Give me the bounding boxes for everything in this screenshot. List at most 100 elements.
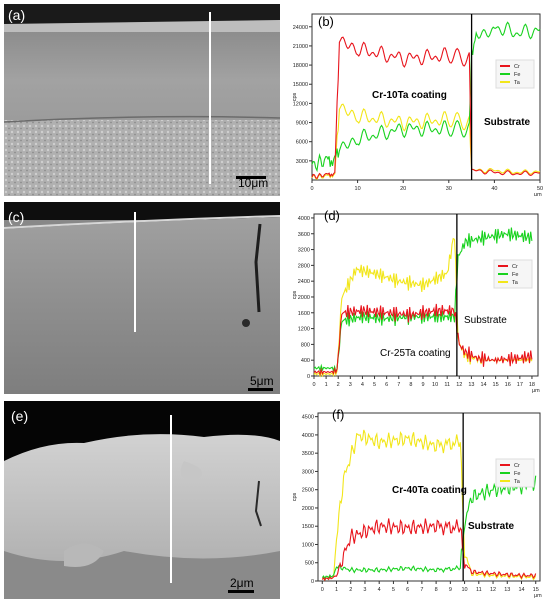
x-tick-label: 8 bbox=[409, 382, 412, 388]
y-tick-label: 800 bbox=[301, 342, 310, 348]
x-tick-label: 6 bbox=[385, 382, 388, 388]
x-tick-label: 10 bbox=[462, 587, 468, 593]
series-ta bbox=[311, 103, 541, 180]
y-axis-label: cps bbox=[292, 290, 298, 299]
x-tick-label: 14 bbox=[518, 587, 524, 593]
x-tick-label: 5 bbox=[392, 587, 395, 593]
legend-label-ta: Ta bbox=[512, 280, 519, 286]
y-tick-label: 2500 bbox=[302, 488, 314, 494]
coating-label-d: Cr-25Ta coating bbox=[380, 348, 451, 359]
x-axis-unit: μm bbox=[534, 593, 542, 599]
chart-f: 0 1 2 3 4 5 6 7 8 9 10 11 12 13 14 15050010001500200025… bbox=[292, 412, 542, 599]
panel-label-f: (f) bbox=[332, 407, 345, 422]
series-cr bbox=[313, 303, 533, 376]
legend-label-fe: Fe bbox=[514, 471, 520, 477]
x-tick-label: 1 bbox=[335, 587, 338, 593]
y-tick-label: 21000 bbox=[293, 44, 308, 50]
series-fe bbox=[311, 21, 541, 173]
x-tick-label: 12 bbox=[490, 587, 496, 593]
x-tick-label: 17 bbox=[517, 382, 523, 388]
y-tick-label: 3000 bbox=[302, 469, 314, 475]
y-tick-label: 0 bbox=[307, 374, 310, 380]
sem-micrograph-c bbox=[4, 202, 280, 394]
panel-a-sem-image: (a) 10μm bbox=[4, 4, 280, 196]
profile-line bbox=[170, 415, 172, 583]
sem-micrograph-a bbox=[4, 4, 280, 196]
x-tick-label: 4 bbox=[378, 587, 381, 593]
y-tick-label: 1600 bbox=[298, 311, 310, 317]
y-tick-label: 0 bbox=[311, 579, 314, 585]
y-tick-label: 2400 bbox=[298, 279, 310, 285]
legend-label-fe: Fe bbox=[512, 272, 518, 278]
x-tick-label: 0 bbox=[310, 186, 313, 192]
y-axis-label: cps bbox=[292, 492, 298, 501]
plot-frame bbox=[317, 412, 541, 582]
x-tick-label: 0 bbox=[321, 587, 324, 593]
x-tick-label: 40 bbox=[491, 186, 497, 192]
x-tick-label: 13 bbox=[504, 587, 510, 593]
coating-label-b: Cr-10Ta coating bbox=[372, 90, 447, 101]
substrate-label-b: Substrate bbox=[484, 117, 531, 128]
y-tick-label: 400 bbox=[301, 358, 310, 364]
x-tick-label: 7 bbox=[397, 382, 400, 388]
x-tick-label: 0 bbox=[312, 382, 315, 388]
y-tick-label: 3200 bbox=[298, 248, 310, 254]
panel-c-sem-image: (c) 5μm bbox=[4, 202, 280, 394]
x-tick-label: 11 bbox=[444, 382, 450, 388]
x-tick-label: 2 bbox=[337, 382, 340, 388]
scale-bar-c bbox=[248, 388, 273, 391]
y-tick-label: 4000 bbox=[298, 216, 310, 222]
legend-label-fe: Fe bbox=[514, 72, 520, 78]
panel-label-c: (c) bbox=[8, 209, 25, 225]
x-tick-label: 18 bbox=[529, 382, 535, 388]
series-cr bbox=[321, 518, 537, 582]
x-tick-label: 5 bbox=[373, 382, 376, 388]
x-tick-label: 2 bbox=[349, 587, 352, 593]
x-tick-label: 8 bbox=[435, 587, 438, 593]
scale-bar-label-a: 10μm bbox=[238, 176, 269, 190]
legend-label-cr: Cr bbox=[512, 264, 518, 270]
substrate-label-f: Substrate bbox=[468, 521, 515, 532]
x-tick-label: 6 bbox=[406, 587, 409, 593]
scale-bar-a bbox=[236, 176, 266, 179]
y-tick-label: 15000 bbox=[293, 82, 308, 88]
y-tick-label: 12000 bbox=[293, 101, 308, 107]
x-tick-label: 13 bbox=[468, 382, 474, 388]
panel-e-sem-image: (e) 2μm bbox=[4, 401, 280, 599]
x-tick-label: 3 bbox=[349, 382, 352, 388]
x-tick-label: 1 bbox=[325, 382, 328, 388]
sem-micrograph-e bbox=[4, 401, 280, 599]
y-tick-label: 500 bbox=[305, 561, 314, 567]
panel-b-line-profile: 0 10 20 30 40 50 3000 6000 9000 12000 15000 18000 21… bbox=[288, 4, 546, 198]
x-tick-label: 9 bbox=[449, 587, 452, 593]
legend-label-ta: Ta bbox=[514, 80, 521, 86]
plot-frame bbox=[313, 213, 539, 377]
x-tick-label: 15 bbox=[493, 382, 499, 388]
legend-label-ta: Ta bbox=[514, 479, 521, 485]
x-tick-label: 15 bbox=[533, 587, 539, 593]
x-axis-unit: μm bbox=[534, 192, 542, 196]
panel-label-b: (b) bbox=[318, 14, 334, 29]
y-tick-label: 4000 bbox=[302, 433, 314, 439]
y-axis-label: cps bbox=[292, 92, 298, 101]
profile-line bbox=[209, 12, 211, 184]
x-tick-label: 3 bbox=[363, 587, 366, 593]
plot-frame bbox=[311, 13, 541, 181]
panel-label-d: (d) bbox=[324, 208, 340, 223]
scale-bar-label-c: 5μm bbox=[250, 374, 274, 388]
legend-label-cr: Cr bbox=[514, 64, 520, 70]
x-tick-label: 10 bbox=[355, 186, 361, 192]
y-tick-label: 2000 bbox=[302, 506, 314, 512]
x-tick-label: 9 bbox=[421, 382, 424, 388]
profile-line bbox=[134, 212, 136, 332]
x-tick-label: 7 bbox=[420, 587, 423, 593]
chart-b: 0 10 20 30 40 50 3000 6000 9000 12000 15000 18000 21… bbox=[292, 13, 543, 198]
y-tick-label: 4500 bbox=[302, 415, 314, 421]
x-tick-label: 16 bbox=[505, 382, 511, 388]
y-tick-label: 2000 bbox=[298, 295, 310, 301]
legend-label-cr: Cr bbox=[514, 463, 520, 469]
x-tick-label: 14 bbox=[480, 382, 486, 388]
x-tick-label: 4 bbox=[361, 382, 364, 388]
scale-bar-label-e: 2μm bbox=[230, 576, 254, 590]
x-tick-label: 30 bbox=[446, 186, 452, 192]
